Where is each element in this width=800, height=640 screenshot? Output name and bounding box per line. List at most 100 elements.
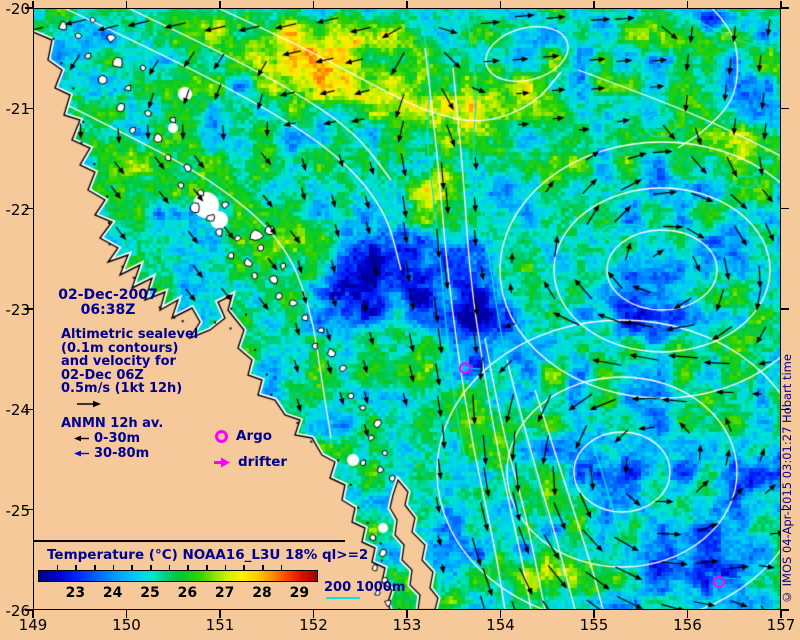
axis-tick bbox=[25, 408, 33, 411]
attribution-text: © IMOS 04-Apr-2015 03:01:27 Hobart time bbox=[780, 354, 794, 604]
left-arrow-blue-icon bbox=[74, 450, 89, 457]
axis-tick bbox=[781, 408, 789, 411]
colorbar-tick bbox=[243, 565, 245, 570]
axis-tick bbox=[125, 610, 128, 618]
x-tick-label: 152 bbox=[299, 616, 328, 634]
axis-tick bbox=[25, 207, 33, 210]
colorbar-value-label: 23 bbox=[65, 585, 86, 601]
colorbar-value-label: 24 bbox=[102, 585, 123, 601]
drifter-legend-item: drifter bbox=[213, 454, 287, 470]
colorbar-title: Temperature (°C) NOAA16_L3U 18% ql>=2 bbox=[47, 547, 369, 563]
anmn-legend: ANMN 12h av. 0-30m 30-80m bbox=[61, 417, 163, 460]
argo-float-marker bbox=[713, 575, 726, 588]
colorbar-tick bbox=[56, 565, 59, 570]
axis-tick bbox=[499, 1, 502, 8]
axis-tick bbox=[781, 107, 789, 110]
velocity-scale-arrow-icon bbox=[77, 400, 101, 408]
x-tick-label: 153 bbox=[392, 616, 422, 634]
y-tick-label: -24 bbox=[5, 401, 31, 420]
axis-tick bbox=[780, 610, 782, 618]
anmn-item-label: 30-80m bbox=[94, 446, 150, 461]
axis-tick bbox=[781, 308, 789, 310]
colorbar-value-label: 28 bbox=[252, 585, 272, 601]
axis-tick bbox=[125, 1, 128, 8]
y-tick-label: -26 bbox=[5, 601, 31, 620]
axis-tick bbox=[686, 610, 689, 618]
colorbar bbox=[38, 570, 318, 582]
y-tick-label: -25 bbox=[5, 501, 31, 520]
y-tick-label: -22 bbox=[5, 200, 31, 219]
colorbar-value-label: 26 bbox=[177, 585, 198, 601]
axis-tick bbox=[219, 1, 221, 8]
anmn-title: ANMN 12h av. bbox=[61, 416, 164, 431]
altimetry-line: and velocity for bbox=[61, 354, 176, 370]
axis-tick bbox=[781, 207, 789, 210]
date-text: 02-Dec-2007 bbox=[58, 287, 158, 303]
datetime-annotation: 02-Dec-2007 06:38Z bbox=[56, 288, 160, 318]
colorbar-value-label: 27 bbox=[214, 585, 235, 601]
axis-tick bbox=[312, 1, 315, 8]
argo-circle-icon bbox=[215, 429, 228, 443]
altimetry-line: 02-Dec 06Z bbox=[61, 367, 144, 383]
axis-tick bbox=[499, 610, 502, 618]
argo-label: Argo bbox=[236, 428, 273, 444]
colorbar-tick bbox=[224, 565, 227, 570]
axis-tick bbox=[25, 107, 33, 110]
colorbar-tick bbox=[150, 565, 152, 570]
axis-tick bbox=[25, 308, 33, 310]
x-tick-label: 149 bbox=[18, 616, 48, 634]
y-tick-label: -20 bbox=[5, 0, 31, 18]
axis-tick bbox=[219, 610, 221, 618]
colorbar-tick bbox=[187, 565, 189, 570]
bathymetry-200m-line-sample bbox=[326, 597, 360, 599]
axis-tick bbox=[593, 610, 595, 618]
axis-tick bbox=[32, 1, 34, 8]
colorbar-tick bbox=[206, 565, 208, 570]
axis-tick bbox=[781, 7, 789, 9]
drifter-label: drifter bbox=[238, 454, 288, 470]
altimetry-line: (0.1m contours) bbox=[61, 340, 179, 356]
argo-legend-item: Argo bbox=[215, 428, 272, 444]
axis-tick bbox=[312, 610, 315, 618]
colorbar-value-label: 25 bbox=[140, 585, 160, 601]
axis-tick bbox=[406, 1, 408, 8]
colorbar-tick bbox=[131, 565, 133, 570]
drifter-arrow-icon bbox=[214, 457, 230, 467]
x-tick-label: 157 bbox=[766, 616, 796, 634]
axis-tick bbox=[686, 1, 689, 8]
altimetry-line: 0.5m/s (1kt 12h) bbox=[61, 381, 183, 397]
axis-tick bbox=[781, 508, 789, 511]
anmn-item-shallow: 0-30m bbox=[74, 432, 163, 445]
altimetry-line: Altimetric sealevel bbox=[61, 327, 199, 342]
colorbar-tick bbox=[262, 565, 264, 570]
altimetry-annotation: Altimetric sealevel (0.1m contours) and … bbox=[61, 328, 198, 396]
bathymetry-legend-label: 200 1000m bbox=[324, 580, 406, 595]
axis-tick bbox=[25, 7, 33, 9]
x-tick-label: 155 bbox=[579, 616, 609, 634]
anmn-item-label: 0-30m bbox=[94, 431, 141, 446]
map-canvas bbox=[33, 8, 781, 610]
colorbar-value-label: 29 bbox=[289, 585, 310, 601]
y-tick-label: -21 bbox=[5, 100, 31, 119]
x-tick-label: 154 bbox=[486, 616, 515, 634]
colorbar-tick bbox=[168, 565, 171, 570]
axis-tick bbox=[25, 508, 33, 511]
anmn-item-deep: 30-80m bbox=[74, 447, 163, 460]
legend-divider-line bbox=[33, 540, 345, 542]
axis-tick bbox=[25, 609, 33, 611]
axis-tick bbox=[593, 1, 595, 8]
x-tick-label: 151 bbox=[205, 616, 235, 634]
axis-tick bbox=[780, 1, 782, 8]
axis-tick bbox=[781, 609, 789, 611]
argo-float-marker bbox=[458, 362, 471, 375]
time-text: 06:38Z bbox=[80, 302, 136, 318]
left-arrow-icon bbox=[74, 435, 89, 442]
colorbar-tick bbox=[112, 565, 115, 570]
y-tick-label: -23 bbox=[5, 300, 31, 319]
x-tick-label: 156 bbox=[673, 616, 702, 634]
x-tick-label: 150 bbox=[112, 616, 141, 634]
colorbar-tick bbox=[94, 565, 96, 570]
axis-tick bbox=[32, 610, 34, 618]
colorbar-tick bbox=[280, 565, 283, 570]
